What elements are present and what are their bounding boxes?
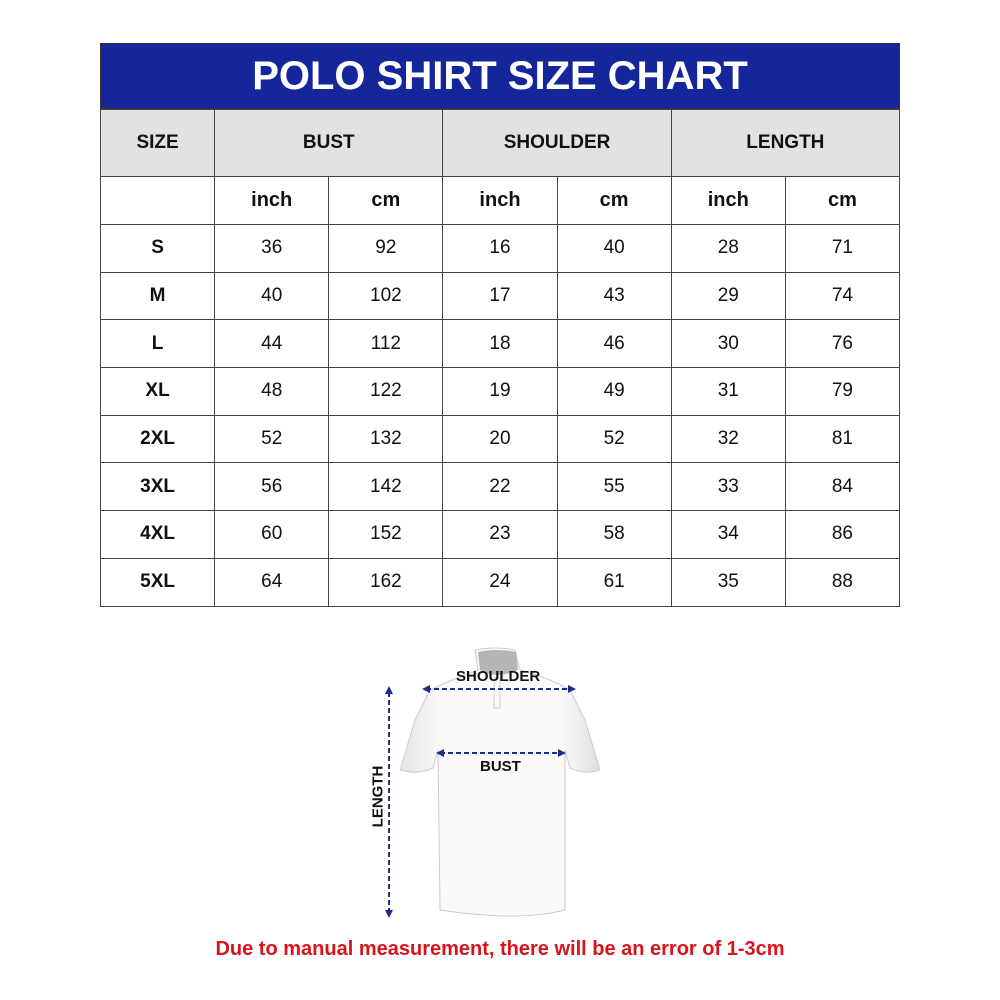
value-cell: 142 xyxy=(328,462,444,512)
table-row: S 36 92 16 40 28 71 xyxy=(99,224,901,273)
size-cell: 2XL xyxy=(99,414,216,464)
value-cell: 23 xyxy=(442,510,558,559)
value-cell: 92 xyxy=(328,224,444,273)
value-cell: 88 xyxy=(784,557,901,607)
size-cell: L xyxy=(99,319,216,369)
value-cell: 32 xyxy=(670,414,786,464)
table-row: 2XL 52 132 20 52 32 81 xyxy=(99,414,901,464)
value-cell: 16 xyxy=(442,224,558,273)
value-cell: 43 xyxy=(556,271,672,321)
value-cell: 19 xyxy=(442,367,558,416)
value-cell: 17 xyxy=(442,271,558,321)
value-cell: 34 xyxy=(670,510,786,559)
value-cell: 44 xyxy=(214,319,330,369)
table-row: 4XL 60 152 23 58 34 86 xyxy=(99,510,901,559)
value-cell: 52 xyxy=(214,414,330,464)
size-cell: S xyxy=(99,224,216,273)
value-cell: 18 xyxy=(442,319,558,369)
unit-row: inch cm inch cm inch cm xyxy=(99,176,901,225)
value-cell: 64 xyxy=(214,557,330,607)
value-cell: 20 xyxy=(442,414,558,464)
table-row: XL 48 122 19 49 31 79 xyxy=(99,367,901,416)
value-cell: 76 xyxy=(784,319,901,369)
unit-cell: cm xyxy=(784,176,901,225)
value-cell: 49 xyxy=(556,367,672,416)
value-cell: 122 xyxy=(328,367,444,416)
value-cell: 55 xyxy=(556,462,672,512)
value-cell: 28 xyxy=(670,224,786,273)
value-cell: 84 xyxy=(784,462,901,512)
length-label: LENGTH xyxy=(369,765,387,828)
unit-cell: inch xyxy=(442,176,558,225)
value-cell: 152 xyxy=(328,510,444,559)
size-chart: POLO SHIRT SIZE CHART SIZE BUST SHOULDER… xyxy=(99,43,901,607)
value-cell: 40 xyxy=(214,271,330,321)
value-cell: 74 xyxy=(784,271,901,321)
header-size: SIZE xyxy=(99,109,216,177)
header-shoulder: SHOULDER xyxy=(442,109,672,177)
size-cell: XL xyxy=(99,367,216,416)
value-cell: 56 xyxy=(214,462,330,512)
value-cell: 40 xyxy=(556,224,672,273)
value-cell: 60 xyxy=(214,510,330,559)
value-cell: 58 xyxy=(556,510,672,559)
value-cell: 24 xyxy=(442,557,558,607)
unit-cell: inch xyxy=(214,176,330,225)
size-cell: 5XL xyxy=(99,557,216,607)
value-cell: 30 xyxy=(670,319,786,369)
value-cell: 112 xyxy=(328,319,444,369)
bust-label: BUST xyxy=(480,758,521,775)
table-row: L 44 112 18 46 30 76 xyxy=(99,319,901,369)
value-cell: 48 xyxy=(214,367,330,416)
value-cell: 33 xyxy=(670,462,786,512)
size-cell: 4XL xyxy=(99,510,216,559)
shirt-diagram: SHOULDER BUST LENGTH xyxy=(360,640,601,930)
value-cell: 86 xyxy=(784,510,901,559)
value-cell: 162 xyxy=(328,557,444,607)
header-length: LENGTH xyxy=(670,109,901,177)
value-cell: 29 xyxy=(670,271,786,321)
value-cell: 81 xyxy=(784,414,901,464)
header-row: SIZE BUST SHOULDER LENGTH xyxy=(99,109,901,177)
value-cell: 52 xyxy=(556,414,672,464)
unit-empty xyxy=(99,176,216,225)
unit-cell: inch xyxy=(670,176,786,225)
chart-title: POLO SHIRT SIZE CHART xyxy=(100,43,900,109)
value-cell: 35 xyxy=(670,557,786,607)
unit-cell: cm xyxy=(328,176,444,225)
table-row: M 40 102 17 43 29 74 xyxy=(99,271,901,321)
size-cell: M xyxy=(99,271,216,321)
table-row: 5XL 64 162 24 61 35 88 xyxy=(99,557,901,607)
value-cell: 102 xyxy=(328,271,444,321)
unit-cell: cm xyxy=(556,176,672,225)
value-cell: 22 xyxy=(442,462,558,512)
measurement-note: Due to manual measurement, there will be… xyxy=(215,938,785,960)
table-row: 3XL 56 142 22 55 33 84 xyxy=(99,462,901,512)
size-table: SIZE BUST SHOULDER LENGTH inch cm inch c… xyxy=(99,109,901,607)
value-cell: 79 xyxy=(784,367,901,416)
shoulder-label: SHOULDER xyxy=(456,668,541,685)
value-cell: 31 xyxy=(670,367,786,416)
polo-shirt-icon xyxy=(385,647,601,918)
value-cell: 71 xyxy=(784,224,901,273)
value-cell: 61 xyxy=(556,557,672,607)
value-cell: 46 xyxy=(556,319,672,369)
value-cell: 36 xyxy=(214,224,330,273)
size-cell: 3XL xyxy=(99,462,216,512)
value-cell: 132 xyxy=(328,414,444,464)
header-bust: BUST xyxy=(214,109,444,177)
